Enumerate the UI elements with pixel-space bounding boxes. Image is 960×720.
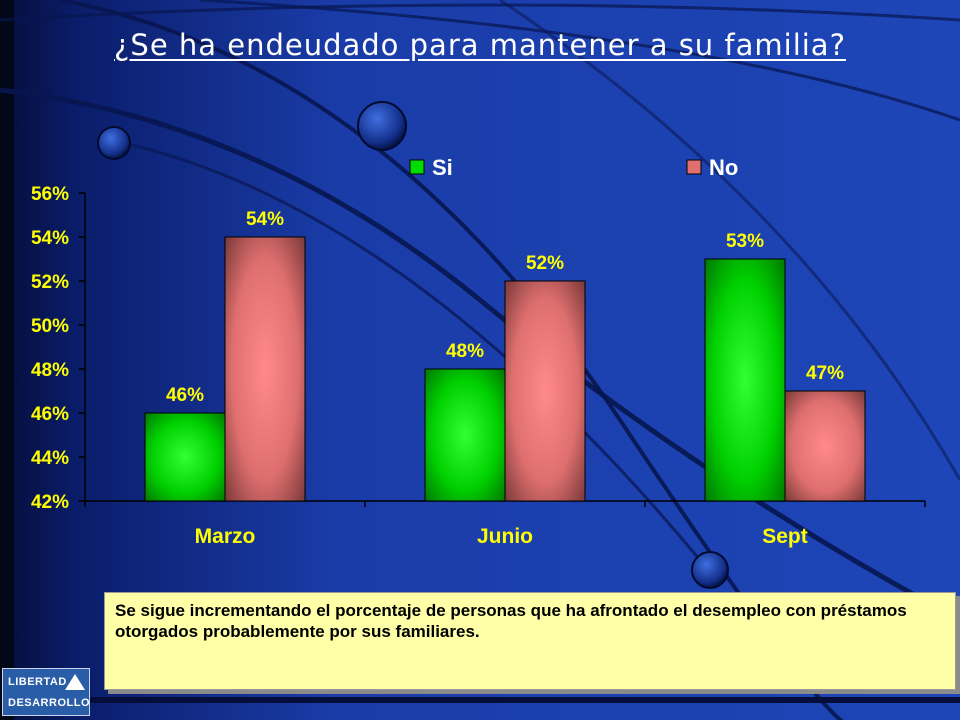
y-tick-label: 54% (31, 228, 69, 249)
data-label: 53% (726, 231, 764, 252)
logo-text-line1: LIBERTAD (8, 676, 67, 688)
y-tick-label: 44% (31, 448, 69, 469)
chart-labels: 42% 44% 46% 48% 50% 52% 54% 56% Marzo 46% 54% Junio… (31, 184, 844, 548)
legend-label-no: No (709, 155, 738, 180)
bar-no-marzo (224, 236, 306, 502)
logo-text-line2: DESARROLLO (8, 697, 90, 709)
page-title: ¿Se ha endeudado para mantener a su fami… (114, 28, 846, 62)
y-tick-label: 46% (31, 404, 69, 425)
bar-si-sept (704, 258, 786, 502)
bar-si-junio (424, 368, 506, 502)
data-label: 47% (806, 363, 844, 384)
y-tick-label: 52% (31, 272, 69, 293)
y-tick-label: 42% (31, 492, 69, 513)
chart-legend: Si No (409, 155, 738, 180)
y-tick-label: 50% (31, 316, 69, 337)
note-text: Se sigue incrementando el porcentaje de … (115, 601, 907, 641)
bar-si-marzo (144, 412, 226, 502)
y-tick-label: 56% (31, 184, 69, 205)
data-label: 48% (446, 341, 484, 362)
x-category-label: Sept (762, 525, 808, 548)
legend-swatch-si (409, 159, 425, 175)
logo-triangle-icon (65, 674, 85, 690)
bar-no-sept (784, 390, 866, 502)
legend-label-si: Si (432, 155, 453, 180)
y-tick-label: 48% (31, 360, 69, 381)
bar-no-junio (504, 280, 586, 502)
data-label: 52% (526, 253, 564, 274)
note-box: Se sigue incrementando el porcentaje de … (104, 592, 956, 690)
logo: LIBERTAD DESARROLLO (2, 668, 90, 716)
data-label: 46% (166, 385, 204, 406)
data-label: 54% (246, 209, 284, 230)
x-category-label: Marzo (195, 525, 256, 548)
chart-bars (144, 236, 866, 502)
legend-swatch-no (686, 159, 702, 175)
x-category-label: Junio (477, 525, 533, 548)
